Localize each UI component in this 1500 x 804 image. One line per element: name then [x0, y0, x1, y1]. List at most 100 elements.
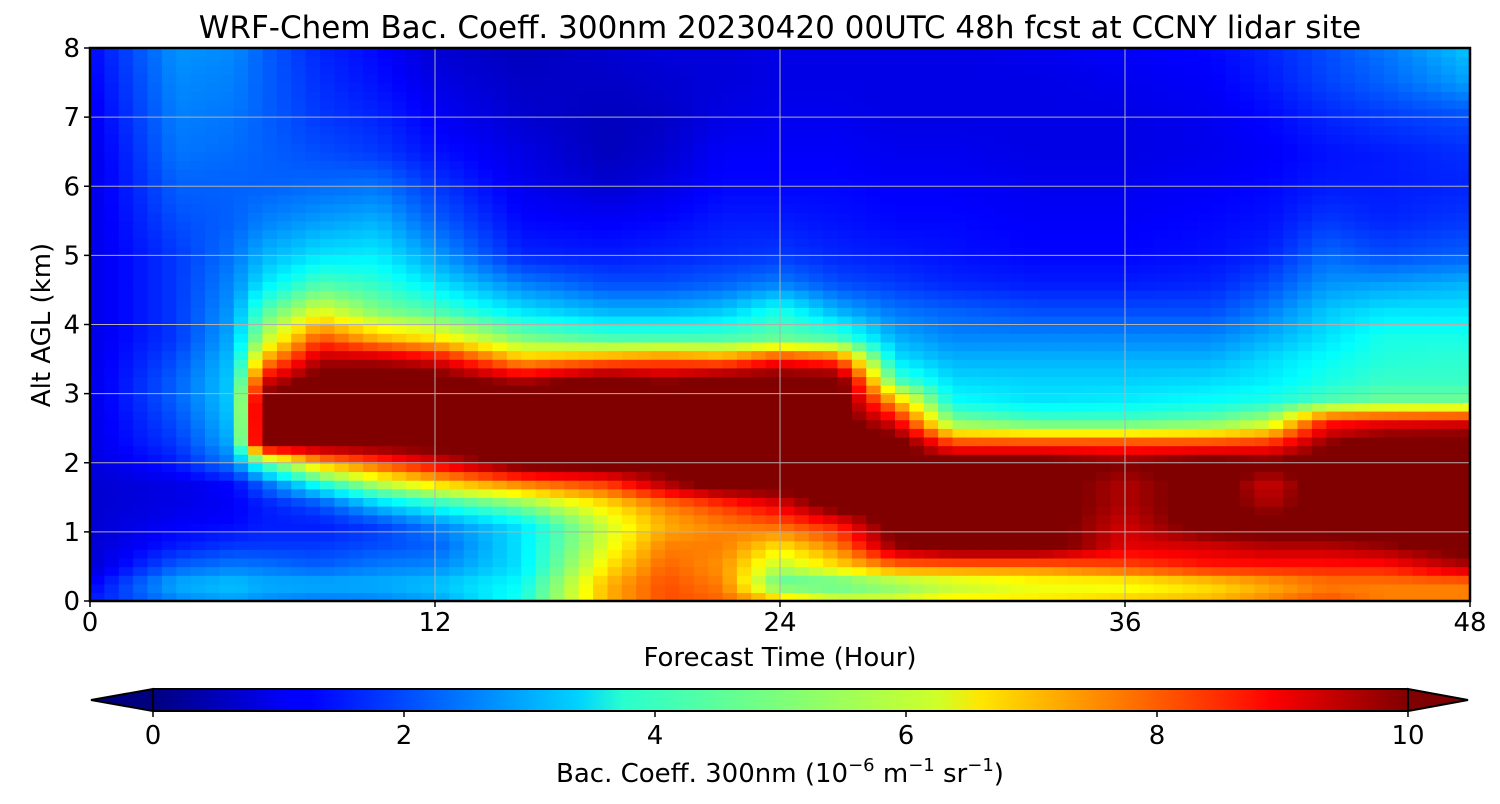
- heatmap-cell: [1254, 212, 1270, 222]
- heatmap-cell: [808, 367, 824, 378]
- heatmap-cell: [291, 203, 307, 213]
- heatmap-cell: [1125, 514, 1141, 524]
- heatmap-cell: [1053, 238, 1069, 248]
- heatmap-cell: [550, 238, 566, 248]
- heatmap-cell: [1196, 419, 1212, 429]
- heatmap-cell: [262, 575, 278, 585]
- heatmap-cell: [406, 298, 422, 308]
- heatmap-cell: [621, 462, 637, 473]
- heatmap-cell: [708, 454, 724, 464]
- heatmap-cell: [305, 480, 321, 490]
- heatmap-cell: [1110, 324, 1126, 334]
- heatmap-cell: [765, 583, 781, 594]
- heatmap-cell: [1010, 376, 1026, 386]
- heatmap-cell: [1340, 229, 1356, 239]
- heatmap-cell: [205, 229, 221, 239]
- heatmap-cell: [334, 177, 350, 187]
- heatmap-cell: [1067, 212, 1083, 222]
- heatmap-cell: [722, 514, 738, 524]
- heatmap-cell: [1168, 419, 1184, 429]
- heatmap-cell: [463, 549, 479, 559]
- heatmap-cell: [406, 151, 422, 162]
- heatmap-cell: [1024, 497, 1040, 507]
- heatmap-cell: [1067, 471, 1083, 481]
- heatmap-cell: [1139, 203, 1155, 213]
- heatmap-cell: [90, 549, 106, 559]
- heatmap-cell: [722, 583, 738, 594]
- heatmap-cell: [334, 376, 350, 386]
- heatmap-cell: [722, 151, 738, 162]
- heatmap-cell: [190, 592, 206, 601]
- heatmap-cell: [1096, 151, 1112, 162]
- heatmap-cell: [650, 255, 666, 265]
- heatmap-cell: [1426, 194, 1442, 205]
- heatmap-cell: [262, 177, 278, 187]
- heatmap-cell: [981, 566, 997, 576]
- heatmap-cell: [808, 592, 824, 601]
- heatmap-cell: [1067, 333, 1083, 343]
- heatmap-cell: [305, 523, 321, 533]
- heatmap-cell: [808, 583, 824, 594]
- heatmap-cell: [492, 393, 508, 403]
- heatmap-cell: [205, 428, 221, 438]
- heatmap-cell: [665, 410, 681, 421]
- heatmap-cell: [621, 307, 637, 317]
- heatmap-cell: [219, 315, 235, 326]
- heatmap-cell: [607, 540, 623, 550]
- heatmap-cell: [995, 160, 1011, 170]
- heatmap-cell: [334, 575, 350, 585]
- heatmap-cell: [794, 151, 810, 162]
- heatmap-cell: [1053, 281, 1069, 291]
- heatmap-cell: [1196, 194, 1212, 205]
- heatmap-cell: [435, 177, 451, 187]
- heatmap-cell: [233, 410, 249, 421]
- heatmap-cell: [1383, 471, 1399, 481]
- heatmap-cell: [952, 289, 968, 300]
- heatmap-cell: [1053, 212, 1069, 222]
- heatmap-cell: [506, 289, 522, 300]
- heatmap-cell: [1196, 229, 1212, 239]
- heatmap-cell: [205, 583, 221, 594]
- heatmap-cell: [665, 575, 681, 585]
- heatmap-cell: [161, 359, 177, 369]
- heatmap-cell: [334, 315, 350, 326]
- heatmap-cell: [1038, 246, 1054, 257]
- heatmap-cell: [205, 436, 221, 447]
- heatmap-cell: [866, 341, 882, 352]
- heatmap-cell: [866, 410, 882, 421]
- heatmap-cell: [780, 419, 796, 429]
- heatmap-cell: [679, 238, 695, 248]
- heatmap-cell: [1398, 557, 1414, 568]
- heatmap-cell: [1426, 333, 1442, 343]
- heatmap-cell: [1326, 531, 1342, 542]
- heatmap-cell: [1369, 583, 1385, 594]
- heatmap-cell: [104, 480, 120, 490]
- heatmap-cell: [1326, 523, 1342, 533]
- heatmap-cell: [348, 255, 364, 265]
- heatmap-cell: [593, 367, 609, 378]
- heatmap-cell: [1254, 514, 1270, 524]
- heatmap-cell: [118, 341, 134, 352]
- heatmap-cell: [348, 350, 364, 360]
- heatmap-cell: [1297, 592, 1313, 601]
- heatmap-cell: [952, 367, 968, 378]
- heatmap-cell: [1254, 540, 1270, 550]
- heatmap-cell: [1168, 505, 1184, 516]
- heatmap-cell: [1340, 177, 1356, 187]
- heatmap-cell: [665, 324, 681, 334]
- heatmap-cell: [305, 462, 321, 473]
- heatmap-cell: [1441, 238, 1457, 248]
- heatmap-cell: [176, 168, 192, 179]
- heatmap-cell: [506, 454, 522, 464]
- heatmap-cell: [1311, 540, 1327, 550]
- heatmap-cell: [966, 333, 982, 343]
- heatmap-cell: [406, 575, 422, 585]
- heatmap-cell: [1355, 341, 1371, 352]
- heatmap-cell: [248, 514, 264, 524]
- heatmap-cell: [1398, 523, 1414, 533]
- heatmap-cell: [435, 471, 451, 481]
- heatmap-cell: [1398, 246, 1414, 257]
- heatmap-cell: [1383, 497, 1399, 507]
- heatmap-cell: [1355, 367, 1371, 378]
- heatmap-cell: [478, 307, 494, 317]
